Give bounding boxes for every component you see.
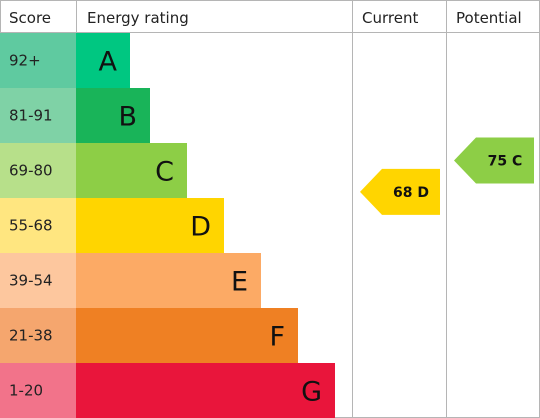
band-bar-f [76, 308, 298, 363]
rating-bands: 92+ A 81-91 B 69-80 C 55-68 D 39-54 E 21-38 F 1-20 G [0, 33, 335, 418]
band-letter-a: A [99, 47, 118, 78]
band-bar-e [76, 253, 261, 308]
potential-rating-pointer [454, 137, 534, 184]
header-energy-rating: Energy rating [87, 9, 189, 27]
score-range-a: 92+ [9, 52, 41, 70]
score-cell-g [0, 363, 76, 418]
score-cell-d [0, 198, 76, 253]
score-cell-b [0, 88, 76, 143]
score-range-e: 39-54 [9, 272, 53, 290]
score-range-b: 81-91 [9, 107, 53, 125]
score-range-d: 55-68 [9, 217, 53, 235]
band-bar-b [76, 88, 150, 143]
potential-rating-pointer-label: 75 C [488, 154, 523, 170]
score-range-f: 21-38 [9, 327, 53, 345]
current-rating-pointer-label: 68 D [393, 185, 429, 201]
band-bar-g [76, 363, 335, 418]
score-cell-c [0, 143, 76, 198]
band-letter-e: E [231, 267, 248, 298]
band-bar-c [76, 143, 187, 198]
score-cell-a [0, 33, 76, 88]
rating-pointers: 68 D 75 C [360, 137, 534, 215]
header-score: Score [9, 9, 51, 27]
band-letter-d: D [190, 212, 211, 243]
band-bar-d [76, 198, 224, 253]
header-potential: Potential [456, 9, 522, 27]
score-range-c: 69-80 [9, 162, 53, 180]
score-range-g: 1-20 [9, 382, 43, 400]
current-rating-pointer [360, 168, 440, 215]
band-bar-a [76, 33, 130, 88]
header-current: Current [362, 9, 418, 27]
score-cell-f [0, 308, 76, 363]
band-letter-f: F [269, 322, 285, 353]
band-letter-g: G [301, 377, 322, 408]
band-letter-b: B [118, 102, 137, 133]
band-letter-c: C [155, 157, 174, 188]
score-cell-e [0, 253, 76, 308]
